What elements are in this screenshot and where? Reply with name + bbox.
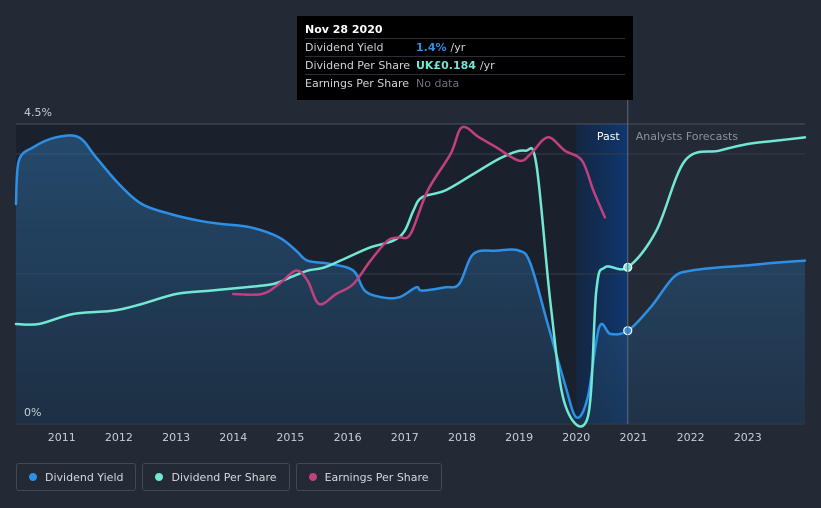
x-tick-label: 2012: [105, 431, 133, 444]
x-tick-label: 2016: [334, 431, 362, 444]
x-tick-label: 2020: [562, 431, 590, 444]
tooltip-row-eps: Earnings Per Share No data: [305, 74, 625, 92]
y-label-bottom: 0%: [24, 406, 41, 419]
tooltip-unit: /yr: [450, 41, 466, 54]
x-tick-label: 2018: [448, 431, 476, 444]
legend: Dividend Yield Dividend Per Share Earnin…: [16, 463, 442, 491]
legend-item-dividend-per-share[interactable]: Dividend Per Share: [142, 463, 290, 491]
x-tick-label: 2023: [734, 431, 762, 444]
tooltip-date: Nov 28 2020: [305, 23, 383, 36]
x-tick-label: 2015: [276, 431, 304, 444]
tooltip: Nov 28 2020 Dividend Yield 1.4% /yr Divi…: [297, 16, 633, 100]
x-tick-label: 2013: [162, 431, 190, 444]
x-tick-label: 2022: [677, 431, 705, 444]
x-tick-label: 2017: [391, 431, 419, 444]
dividend-per-share-line: [14, 136, 807, 428]
x-tick-label: 2021: [619, 431, 647, 444]
tooltip-row-dps: Dividend Per Share UK£0.184 /yr: [305, 56, 625, 74]
legend-label: Earnings Per Share: [324, 470, 429, 484]
legend-item-dividend-yield[interactable]: Dividend Yield: [16, 463, 137, 491]
dividend-per-share-dot-icon: [155, 473, 164, 481]
legend-label: Dividend Per Share: [171, 470, 277, 484]
tooltip-label: Dividend Yield: [305, 41, 384, 54]
y-label-top: 4.5%: [24, 106, 52, 119]
forecast-label: Analysts Forecasts: [636, 130, 739, 143]
tooltip-label: Earnings Per Share: [305, 77, 410, 90]
tooltip-value: 1.4%: [416, 41, 447, 54]
tooltip-unit: /yr: [479, 59, 495, 72]
dividend-yield-area: [16, 135, 805, 425]
tooltip-value: No data: [416, 77, 460, 90]
tooltip-label: Dividend Per Share: [305, 59, 411, 72]
x-tick-label: 2014: [219, 431, 247, 444]
earnings-per-share-dot-icon: [308, 473, 317, 481]
past-label: Past: [597, 130, 621, 143]
legend-label: Dividend Yield: [45, 470, 124, 484]
x-tick-label: 2011: [48, 431, 76, 444]
dividend-yield-dot-icon: [29, 473, 37, 481]
legend-item-earnings-per-share[interactable]: Earnings Per Share: [295, 463, 442, 491]
x-tick-label: 2019: [505, 431, 533, 444]
earnings-per-share-line: [232, 125, 607, 306]
tooltip-row-yield: Dividend Yield 1.4% /yr: [305, 38, 625, 56]
tooltip-value: UK£0.184: [416, 59, 476, 72]
